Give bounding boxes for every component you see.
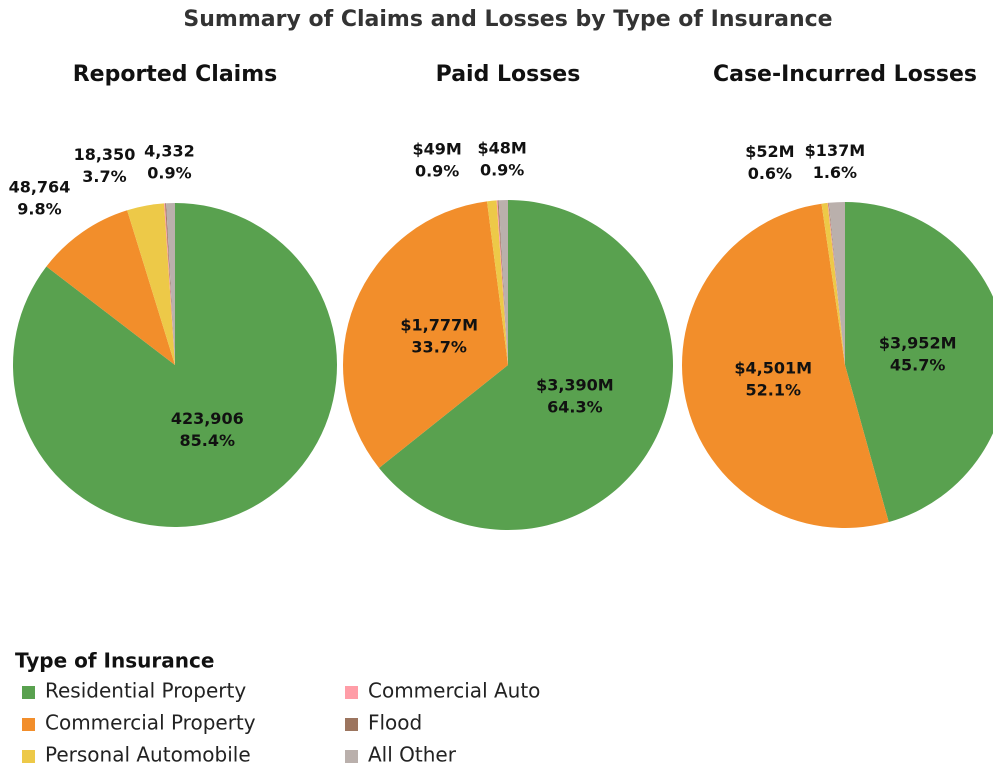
pie-slice	[127, 203, 175, 365]
legend-swatch	[345, 750, 358, 763]
legend-label: Personal Automobile	[45, 743, 251, 767]
pie-slice	[343, 201, 508, 468]
data-label: 18,350	[74, 145, 136, 164]
data-label: 0.9%	[415, 161, 459, 180]
pie-slice	[165, 203, 175, 365]
data-label: 85.4%	[180, 431, 236, 450]
data-label: $3,952M	[879, 334, 957, 353]
pie-title: Paid Losses	[436, 62, 581, 87]
data-label: 0.9%	[480, 161, 524, 180]
data-label: $52M	[745, 142, 794, 161]
data-label: 52.1%	[745, 381, 801, 400]
pie-slice	[379, 200, 673, 530]
data-label: 64.3%	[547, 398, 603, 417]
pie-slice	[496, 200, 508, 365]
data-label: $137M	[805, 141, 865, 160]
data-label: $49M	[412, 139, 461, 158]
pie-slice	[498, 200, 508, 365]
pie-title: Reported Claims	[73, 62, 278, 87]
chart-title: Summary of Claims and Losses by Type of …	[183, 7, 832, 32]
pie-slice	[46, 210, 175, 365]
data-label: 4,332	[144, 142, 195, 161]
legend-label: Flood	[368, 711, 422, 735]
data-label: 0.9%	[147, 164, 191, 183]
pie-slice	[164, 203, 175, 365]
legend-swatch	[22, 750, 35, 763]
legend-label: All Other	[368, 743, 457, 767]
pie-slice	[681, 203, 889, 528]
legend-label: Commercial Auto	[368, 679, 540, 703]
pie-title: Case-Incurred Losses	[713, 62, 977, 87]
legend-swatch	[22, 686, 35, 699]
data-label: $4,501M	[734, 359, 812, 378]
legend-swatch	[22, 718, 35, 731]
pie-slice	[166, 203, 175, 365]
pie-slice	[821, 202, 845, 365]
data-label: 423,906	[171, 409, 244, 428]
data-label: 48,764	[9, 178, 71, 197]
legend-swatch	[345, 686, 358, 699]
legend-label: Commercial Property	[45, 711, 256, 735]
legend-swatch	[345, 718, 358, 731]
legend-title: Type of Insurance	[15, 649, 214, 673]
pie-slice	[487, 200, 508, 365]
data-label: 33.7%	[411, 338, 467, 357]
data-label: 3.7%	[82, 167, 126, 186]
pie-slice	[827, 202, 845, 365]
pie-slice	[497, 200, 508, 365]
legend-label: Residential Property	[45, 679, 246, 703]
data-label: 0.6%	[748, 164, 792, 183]
data-label: 1.6%	[813, 163, 857, 182]
data-label: 45.7%	[890, 356, 946, 375]
pie-slice	[828, 202, 845, 365]
data-label: 9.8%	[17, 200, 61, 219]
data-label: $3,390M	[536, 376, 614, 395]
data-label: $48M	[477, 139, 526, 158]
data-label: $1,777M	[400, 316, 478, 335]
pie-slice	[845, 202, 993, 523]
pie-slice	[828, 202, 845, 365]
pie-slice	[12, 203, 338, 528]
